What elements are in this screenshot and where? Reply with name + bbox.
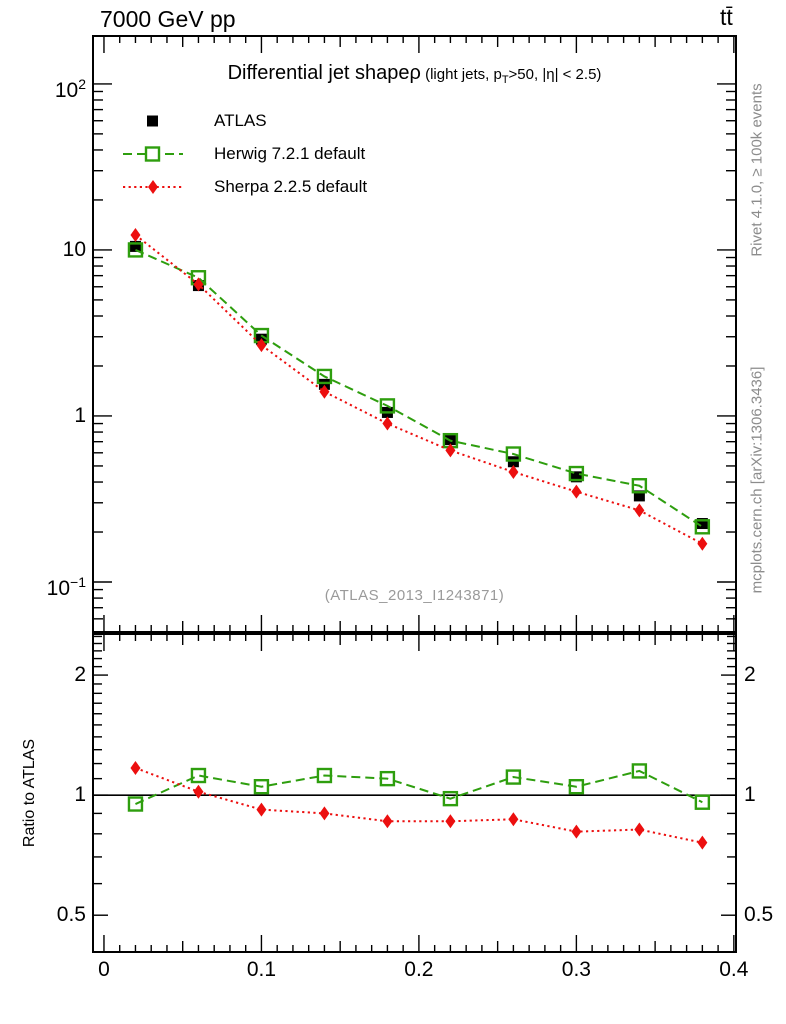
y-tick-marks [94, 83, 735, 620]
series-markers-herwig [127, 242, 711, 535]
sherpa-marker-icon [123, 179, 183, 194]
beam-energy-label: 7000 GeV pp [100, 6, 236, 32]
mcplots-reference-note: mcplots.cern.ch [arXiv:1306.3436] [748, 366, 766, 594]
x-tick-label: 0 [98, 958, 110, 981]
plot-title-rho: ρ [409, 62, 421, 84]
analysis-watermark: (ATLAS_2013_I1243871) [324, 587, 505, 604]
ratio-y-tick-label-right: 2 [744, 663, 756, 687]
data-point-marker [631, 763, 648, 779]
data-point-marker [694, 519, 711, 535]
data-point-marker [130, 760, 141, 775]
ratio-y-tick-label-right: 1 [744, 783, 756, 807]
data-point-marker [697, 536, 708, 551]
x-tick-label: 0.1 [246, 958, 277, 981]
data-point-marker [256, 338, 267, 353]
data-point-marker [193, 277, 204, 292]
data-point-marker [127, 796, 144, 812]
legend-label: Sherpa 2.2.5 default [214, 176, 368, 196]
data-point-marker [445, 443, 456, 458]
x-tick-label: 0.3 [561, 958, 591, 981]
data-point-marker [505, 446, 522, 462]
legend-label: ATLAS [214, 110, 267, 130]
data-point-marker [382, 416, 393, 431]
data-point-marker [571, 824, 582, 839]
series-markers-sherpa [130, 228, 708, 551]
data-point-marker [127, 242, 144, 258]
x-tick-marks [103, 37, 735, 631]
data-point-marker [696, 518, 708, 530]
data-point-marker [631, 478, 648, 494]
ratio-plot [92, 633, 737, 953]
data-point-marker [382, 814, 393, 829]
legend-item-herwig: Herwig 7.2.1 default [122, 137, 367, 170]
data-point-marker [508, 812, 519, 827]
x-tick-marks [103, 635, 735, 951]
data-point-marker [694, 794, 711, 810]
ratio-y-tick-label-right: 0.5 [744, 903, 774, 927]
y-tick-label: 102 [54, 75, 86, 102]
data-point-marker [129, 240, 141, 252]
series-markers-sherpa [130, 760, 708, 850]
process-label: tt̄ [720, 4, 733, 30]
data-point-marker [633, 490, 645, 502]
plot-frame [92, 633, 737, 953]
ratio-y-tick-label: 2 [74, 663, 86, 687]
data-point-marker [379, 770, 396, 787]
data-point-marker [316, 767, 333, 784]
plot-title-cuts: (light jets, pT>50, |η| < 2.5) [420, 66, 602, 86]
series-line-sherpa [134, 234, 703, 545]
plot-title: Differential jet shapeρ (light jets, pT>… [92, 62, 737, 86]
data-point-marker [568, 778, 585, 795]
atlas-marker-icon [147, 115, 158, 126]
data-point-marker [507, 456, 519, 468]
data-point-marker [697, 835, 708, 850]
y-tick-marks [94, 635, 735, 916]
data-point-marker [634, 503, 645, 518]
data-point-marker [379, 398, 396, 414]
series-markers-atlas [129, 240, 708, 530]
herwig-marker-icon [123, 145, 183, 162]
data-point-marker [318, 378, 330, 390]
ratio-y-tick-label: 0.5 [56, 903, 86, 927]
series-line-herwig [135, 769, 703, 805]
data-point-marker [570, 471, 582, 483]
plot-title-main: Differential jet shape [227, 62, 410, 84]
y-tick-label: 1 [74, 403, 86, 427]
y-tick-label: 10 [62, 237, 86, 261]
legend: ATLAS Herwig 7.2.1 default Sherpa 2.2.5 … [122, 104, 367, 203]
ratio-y-tick-label: 1 [74, 783, 86, 807]
data-point-marker [568, 465, 585, 482]
legend-item-sherpa: Sherpa 2.2.5 default [122, 170, 367, 203]
main-plot [92, 35, 737, 633]
legend-item-atlas: ATLAS [122, 104, 367, 137]
x-tick-label: 0.4 [719, 958, 749, 981]
x-tick-label: 0.2 [404, 958, 434, 981]
rivet-version-note: Rivet 4.1.0, ≥ 100k events [748, 83, 766, 257]
plot-frame [92, 35, 737, 633]
legend-label: Herwig 7.2.1 default [214, 143, 366, 163]
data-point-marker [319, 806, 330, 821]
series-line-herwig [135, 249, 703, 528]
data-point-marker [445, 814, 456, 829]
data-point-marker [508, 464, 519, 479]
series-markers-herwig [127, 763, 711, 812]
data-point-marker [256, 802, 267, 817]
y-tick-label: 10−1 [46, 574, 86, 600]
data-point-marker [253, 778, 270, 795]
data-point-marker [190, 767, 207, 784]
data-point-marker [442, 790, 459, 807]
data-point-marker [571, 484, 582, 499]
data-point-marker [505, 769, 522, 785]
data-point-marker [193, 784, 204, 799]
data-point-marker [319, 384, 330, 399]
data-point-marker [130, 228, 141, 243]
data-point-marker [634, 822, 645, 837]
data-point-marker [316, 368, 333, 385]
